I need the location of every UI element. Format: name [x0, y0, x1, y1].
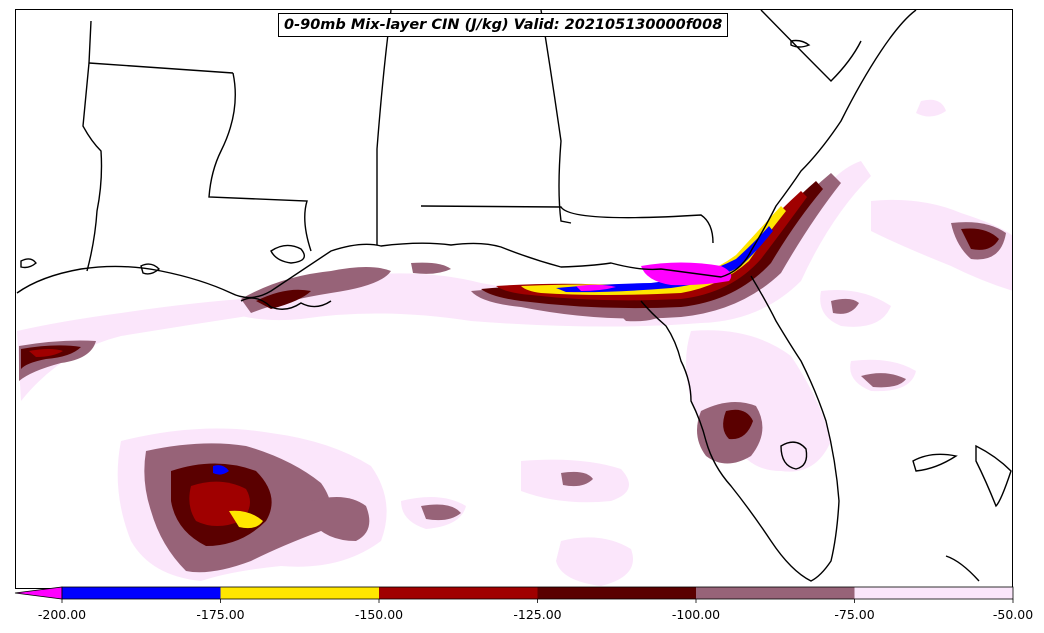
island-north [790, 39, 811, 48]
colorbar-bin [379, 587, 538, 599]
colorbar-tick-label: -175.00 [196, 607, 245, 622]
colorbar-tick-label: -50.00 [992, 607, 1034, 622]
state-line-la-ar [88, 62, 234, 74]
colorbar-tick-label: -125.00 [513, 607, 562, 622]
bahamas-island-1 [912, 453, 958, 472]
marsh-la-1 [240, 297, 332, 310]
colorbar-bin [220, 587, 379, 599]
colorbar-tick-label: -200.00 [37, 607, 87, 622]
cin-map [16, 10, 1012, 586]
map-frame [15, 9, 1013, 589]
state-line-al-ga [540, 10, 572, 224]
coastline [16, 10, 917, 299]
colorbar-bin [696, 587, 855, 599]
state-line-tx-la [82, 20, 103, 272]
lake-okeechobee [780, 441, 808, 470]
colorbar-tick-label: -150.00 [354, 607, 404, 622]
colorbar-bin [537, 587, 696, 599]
cin-field-magenta [576, 262, 732, 291]
colorbar-bin [62, 587, 221, 599]
state-line-ga-sc [760, 10, 862, 82]
colorbar-extend-triangle [14, 586, 63, 600]
colorbar-bin [854, 587, 1013, 599]
colorbar-bins [14, 586, 1014, 603]
state-line-ms-al [376, 10, 392, 245]
marsh-la-2 [270, 244, 305, 264]
florida-coast [640, 275, 840, 582]
island-1 [20, 258, 37, 269]
colorbar [14, 586, 1014, 603]
colorbar-tick-label: -100.00 [671, 607, 721, 622]
state-line-al-fl [420, 205, 714, 244]
bahamas-island-2 [975, 444, 1012, 508]
island-2 [140, 263, 161, 275]
map-title: 0-90mb Mix-layer CIN (J/kg) Valid: 20210… [278, 13, 729, 37]
state-line-la-ms [208, 72, 312, 252]
boundaries [16, 10, 1012, 582]
colorbar-tick-label: -75.00 [834, 607, 875, 622]
bahamas-island-3 [945, 555, 980, 582]
